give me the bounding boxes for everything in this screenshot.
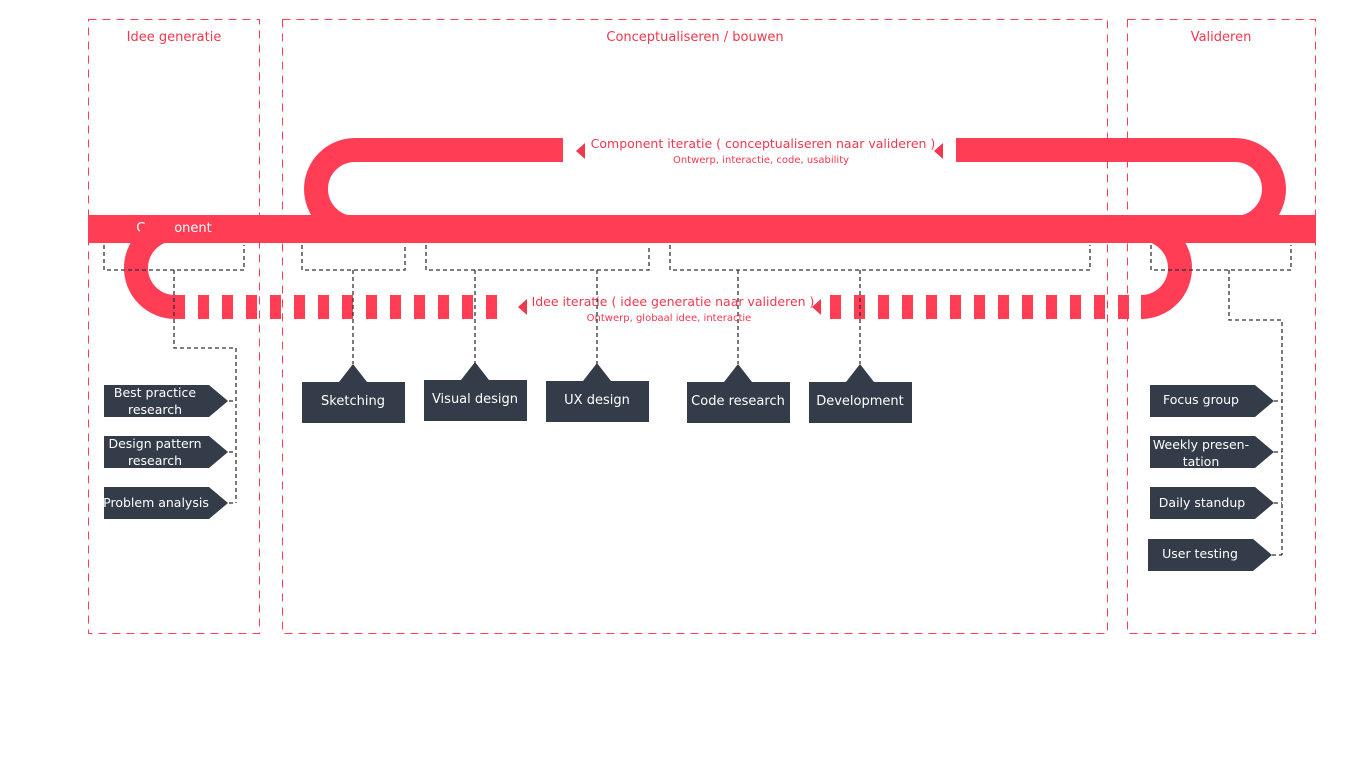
left-task-1-line1: Best practice [114, 385, 197, 400]
idee-loop-arrow-right [812, 299, 821, 315]
right-task-4: User testing [1148, 539, 1272, 571]
component-loop-subtitle: Ontwerp, interactie, code, usability [673, 155, 849, 166]
component-loop-arrow-right [934, 143, 943, 159]
component-loop-arrow-left [576, 143, 585, 159]
right-task-1: Focus group [1150, 385, 1274, 417]
idee-loop-title: Idee iteratie ( idee generatie naar vali… [532, 294, 815, 309]
middle-task-sketching: Sketching [302, 364, 405, 423]
right-task-2: Weekly presen- tation [1150, 436, 1274, 469]
right-task-4-label: User testing [1162, 546, 1238, 561]
left-task-2-line1: Design pattern [108, 436, 201, 451]
phase-box-idee [88, 19, 260, 634]
component-loop-title: Component iteratie ( conceptualiseren na… [591, 136, 936, 151]
middle-task-visual-design-label: Visual design [432, 392, 518, 407]
middle-task-development: Development [809, 364, 912, 423]
middle-task-code-research-label: Code research [691, 394, 785, 409]
right-task-1-label: Focus group [1163, 392, 1239, 407]
middle-task-ux-design-label: UX design [564, 393, 630, 408]
phase-title-valideren: Valideren [1191, 30, 1252, 45]
left-task-1: Best practice research [104, 385, 228, 417]
idee-iteration-loop [124, 217, 1192, 319]
middle-task-code-research: Code research [687, 364, 790, 423]
left-task-3: Problem analysis [103, 487, 228, 519]
phase-title-idee: Idee generatie [127, 30, 222, 45]
phase-box-valideren [1127, 19, 1316, 634]
right-task-3: Daily standup [1150, 487, 1274, 519]
idee-loop-arrow-left [518, 299, 527, 315]
idee-loop-subtitle: Ontwerp, globaal idee, interactie [587, 313, 752, 324]
dashed-connectors [103, 245, 1292, 556]
left-task-3-label: Problem analysis [103, 495, 209, 510]
middle-task-ux-design: UX design [546, 363, 649, 422]
phase-title-concept: Conceptualiseren / bouwen [606, 30, 783, 45]
left-task-1-line2: research [128, 402, 182, 417]
right-task-2-line1: Weekly presen- [1153, 437, 1249, 452]
component-track [88, 215, 1316, 243]
right-task-2-line2: tation [1183, 454, 1220, 469]
middle-task-sketching-label: Sketching [321, 394, 385, 409]
phase-box-concept [282, 19, 1108, 634]
middle-task-development-label: Development [816, 394, 904, 409]
middle-task-visual-design: Visual design [424, 362, 527, 421]
left-task-2-line2: research [128, 453, 182, 468]
left-task-2: Design pattern research [104, 436, 228, 468]
right-task-3-label: Daily standup [1159, 495, 1245, 510]
